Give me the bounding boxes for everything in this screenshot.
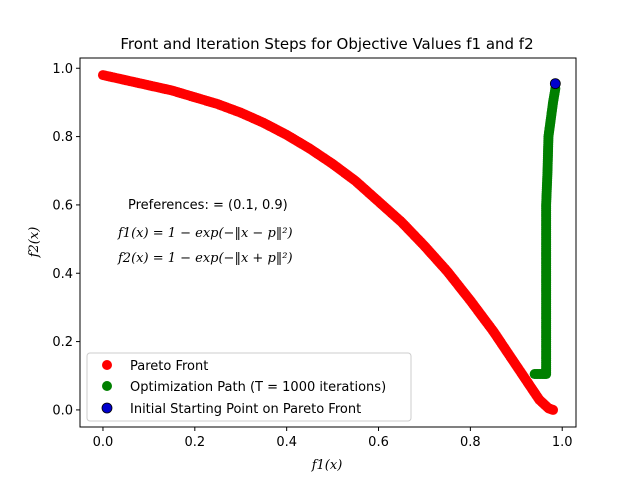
legend-marker-pareto-front: [102, 360, 112, 370]
y-axis-label: f2(x): [27, 227, 42, 259]
annotation-f2-formula: f2(x) = 1 − exp(−‖x + p‖²): [117, 251, 293, 266]
chart-title: Front and Iteration Steps for Objective …: [120, 35, 533, 53]
x-tick-label: 1.0: [552, 435, 573, 450]
x-tick-label: 0.6: [368, 435, 389, 450]
x-tick-label: 0.8: [460, 435, 481, 450]
x-tick-label: 0.4: [276, 435, 297, 450]
y-tick-label: 0.4: [52, 267, 73, 282]
y-tick-label: 0.0: [52, 403, 73, 418]
x-axis-ticks: 0.0 0.2 0.4 0.6 0.8 1.0: [93, 427, 573, 450]
annotations: Preferences: = (0.1, 0.9) f1(x) = 1 − ex…: [117, 198, 293, 266]
x-tick-label: 0.0: [93, 435, 114, 450]
initial-point: [549, 78, 561, 90]
legend-box: [86, 352, 412, 422]
legend: Pareto Front Optimization Path (T = 1000…: [86, 352, 412, 422]
x-axis-label: f1(x): [311, 458, 343, 473]
annotation-preferences: Preferences: = (0.1, 0.9): [128, 198, 288, 213]
legend-label-initial-point: Initial Starting Point on Pareto Front: [130, 402, 361, 417]
legend-marker-initial-point: [101, 402, 113, 414]
x-tick-label: 0.2: [184, 435, 205, 450]
y-tick-label: 1.0: [52, 62, 73, 77]
y-tick-label: 0.8: [52, 130, 73, 145]
chart-marks: [97, 70, 561, 415]
y-axis-ticks: 0.0 0.2 0.4 0.6 0.8 1.0: [52, 62, 80, 418]
pareto-front-point: [548, 404, 559, 415]
y-tick-label: 0.2: [52, 335, 73, 350]
annotation-f1-formula: f1(x) = 1 − exp(−‖x − p‖²): [117, 226, 293, 241]
legend-label-pareto-front: Pareto Front: [130, 359, 208, 374]
legend-marker-optimization-path: [102, 381, 112, 391]
y-tick-label: 0.6: [52, 198, 73, 213]
legend-label-optimization-path: Optimization Path (T = 1000 iterations): [130, 380, 386, 395]
